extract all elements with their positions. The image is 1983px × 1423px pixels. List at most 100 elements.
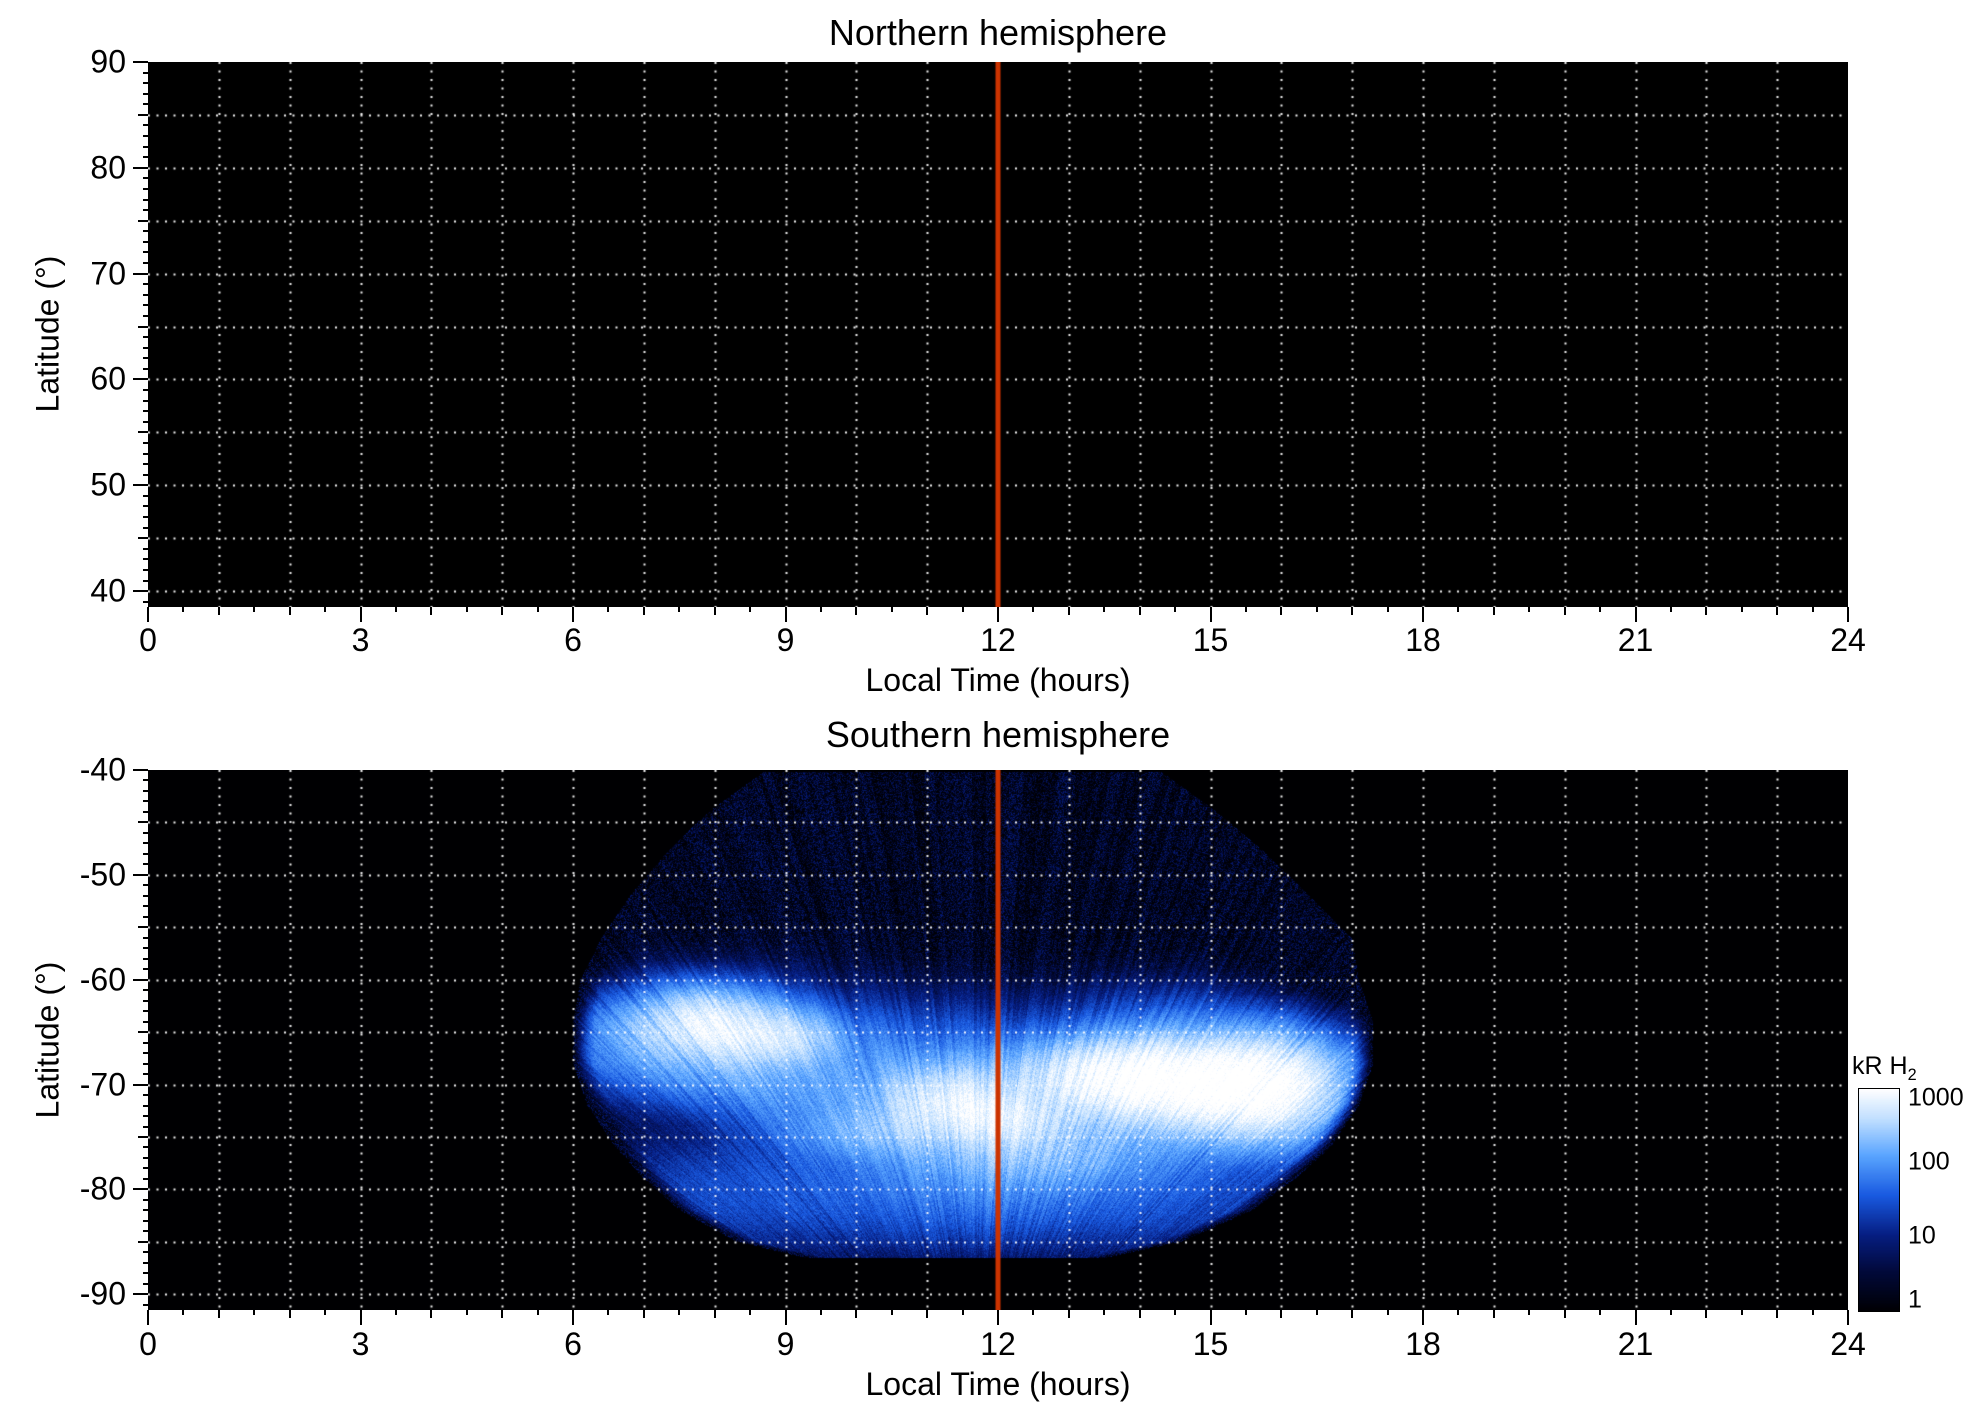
x-axis-tick [1386, 1310, 1389, 1315]
x-tick-label: 12 [980, 1326, 1016, 1362]
x-tick-label: 3 [351, 1326, 370, 1362]
x-axis-tick [1599, 1310, 1602, 1315]
y-axis-tick [142, 505, 148, 508]
y-axis-tick [138, 821, 148, 824]
y-axis-tick [142, 494, 148, 497]
y-axis-tick [142, 1052, 148, 1055]
y-tick-label: 80 [90, 149, 126, 186]
y-axis-tick [142, 1167, 148, 1170]
x-tick-label: 21 [1617, 1326, 1654, 1362]
y-axis-tick [142, 389, 148, 392]
x-axis-tick [430, 607, 433, 615]
y-axis-tick [142, 367, 148, 370]
y-tick-label: -60 [79, 961, 126, 998]
y-axis-tick [142, 82, 148, 85]
x-axis-tick [1280, 607, 1283, 615]
x-axis-tick [1386, 607, 1389, 612]
colorbar-tick-label: 1000 [1908, 1083, 1964, 1112]
x-axis-tick [926, 607, 929, 615]
x-axis-tick [501, 607, 504, 615]
y-axis-tick [142, 516, 148, 519]
colorbar-unit-main: kR H [1852, 1052, 1908, 1080]
panel-title-south: Southern hemisphere [825, 714, 1171, 755]
x-axis-tick [1067, 1310, 1070, 1318]
y-axis-tick [142, 779, 148, 782]
y-axis-tick [133, 1083, 148, 1086]
y-axis-tick [138, 113, 148, 116]
y-axis-tick [138, 1135, 148, 1138]
y-axis-tick [138, 537, 148, 540]
y-axis-tick [142, 568, 148, 571]
y-axis-tick [142, 463, 148, 466]
x-tick-label: 6 [564, 622, 582, 658]
x-axis-tick [536, 1310, 539, 1315]
x-axis-tick [394, 607, 397, 612]
y-axis-tick [142, 1041, 148, 1044]
south-heatmap-canvas [148, 770, 1848, 1310]
y-axis-tick [142, 600, 148, 603]
y-axis-tick [142, 989, 148, 992]
y-tick-label: 70 [90, 255, 126, 292]
y-axis-tick [142, 124, 148, 127]
y-axis-tick [142, 800, 148, 803]
x-tick-label: 18 [1405, 622, 1441, 658]
y-axis-tick [138, 926, 148, 929]
panel-title-north: Northern hemisphere [828, 12, 1168, 53]
y-axis-tick [133, 378, 148, 381]
colorbar-tick-label: 100 [1908, 1147, 1950, 1176]
y-axis-tick [142, 304, 148, 307]
y-axis-tick [142, 314, 148, 317]
x-tick-label: 24 [1830, 622, 1866, 658]
y-axis-tick [133, 873, 148, 876]
x-axis-tick [1528, 1310, 1531, 1315]
x-tick-label: 15 [1192, 622, 1229, 658]
x-axis-tick [324, 607, 327, 612]
x-axis-tick [1492, 607, 1495, 615]
x-axis-tick [1209, 1310, 1212, 1325]
y-axis-tick [142, 1261, 148, 1264]
y-axis-tick [142, 852, 148, 855]
x-axis-tick [359, 607, 362, 622]
x-axis-tick [1634, 607, 1637, 622]
y-axis-tick [142, 1303, 148, 1306]
y-axis-tick [142, 1251, 148, 1254]
y-axis-tick [133, 769, 148, 771]
x-axis-tick [253, 1310, 256, 1315]
x-axis-tick [1280, 1310, 1283, 1318]
y-axis-tick [142, 92, 148, 95]
x-axis-tick [1669, 1310, 1672, 1315]
x-axis-tick [1528, 607, 1531, 612]
x-axis-tick [678, 607, 681, 612]
x-axis-tick [1563, 1310, 1566, 1318]
x-axis-tick [147, 607, 149, 622]
y-axis-tick [142, 1282, 148, 1285]
x-axis-tick [784, 607, 787, 622]
y-axis-tick [142, 441, 148, 444]
y-axis-tick [142, 230, 148, 233]
x-axis-tick [926, 1310, 929, 1318]
colorbar-tick-label: 10 [1908, 1221, 1936, 1250]
y-axis-tick [142, 1272, 148, 1275]
y-axis-tick [142, 71, 148, 74]
x-tick-label: 21 [1617, 622, 1654, 658]
y-axis-tick [142, 262, 148, 265]
y-axis-tick [142, 894, 148, 897]
x-axis-tick [855, 607, 858, 615]
y-axis-tick [142, 579, 148, 582]
x-tick-label: 15 [1192, 1326, 1229, 1362]
y-axis-tick [142, 1156, 148, 1159]
x-axis-tick [288, 1310, 291, 1318]
y-axis-tick [138, 431, 148, 434]
x-axis-tick [607, 607, 610, 612]
x-axis-tick [394, 1310, 397, 1315]
x-axis-tick [1351, 607, 1354, 615]
x-axis-tick [1740, 1310, 1743, 1315]
y-axis-tick [133, 1293, 148, 1296]
y-axis-tick [142, 1073, 148, 1076]
y-axis-tick [142, 399, 148, 402]
x-axis-tick [678, 1310, 681, 1315]
x-axis-tick [749, 607, 752, 612]
y-axis-tick [133, 272, 148, 275]
y-axis-tick [142, 810, 148, 813]
x-axis-tick [1847, 1310, 1849, 1325]
